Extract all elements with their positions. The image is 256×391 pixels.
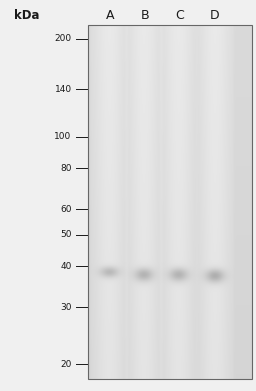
Text: 200: 200 xyxy=(55,34,72,43)
Text: 30: 30 xyxy=(60,303,72,312)
Text: 40: 40 xyxy=(60,262,72,271)
Text: 80: 80 xyxy=(60,164,72,173)
Text: 50: 50 xyxy=(60,230,72,239)
Text: D: D xyxy=(210,9,220,22)
Text: 100: 100 xyxy=(55,133,72,142)
Text: 60: 60 xyxy=(60,204,72,213)
Text: C: C xyxy=(175,9,184,22)
Text: 20: 20 xyxy=(60,360,72,369)
Text: 140: 140 xyxy=(55,85,72,94)
Text: A: A xyxy=(106,9,114,22)
Text: kDa: kDa xyxy=(14,9,40,22)
Text: B: B xyxy=(140,9,149,22)
